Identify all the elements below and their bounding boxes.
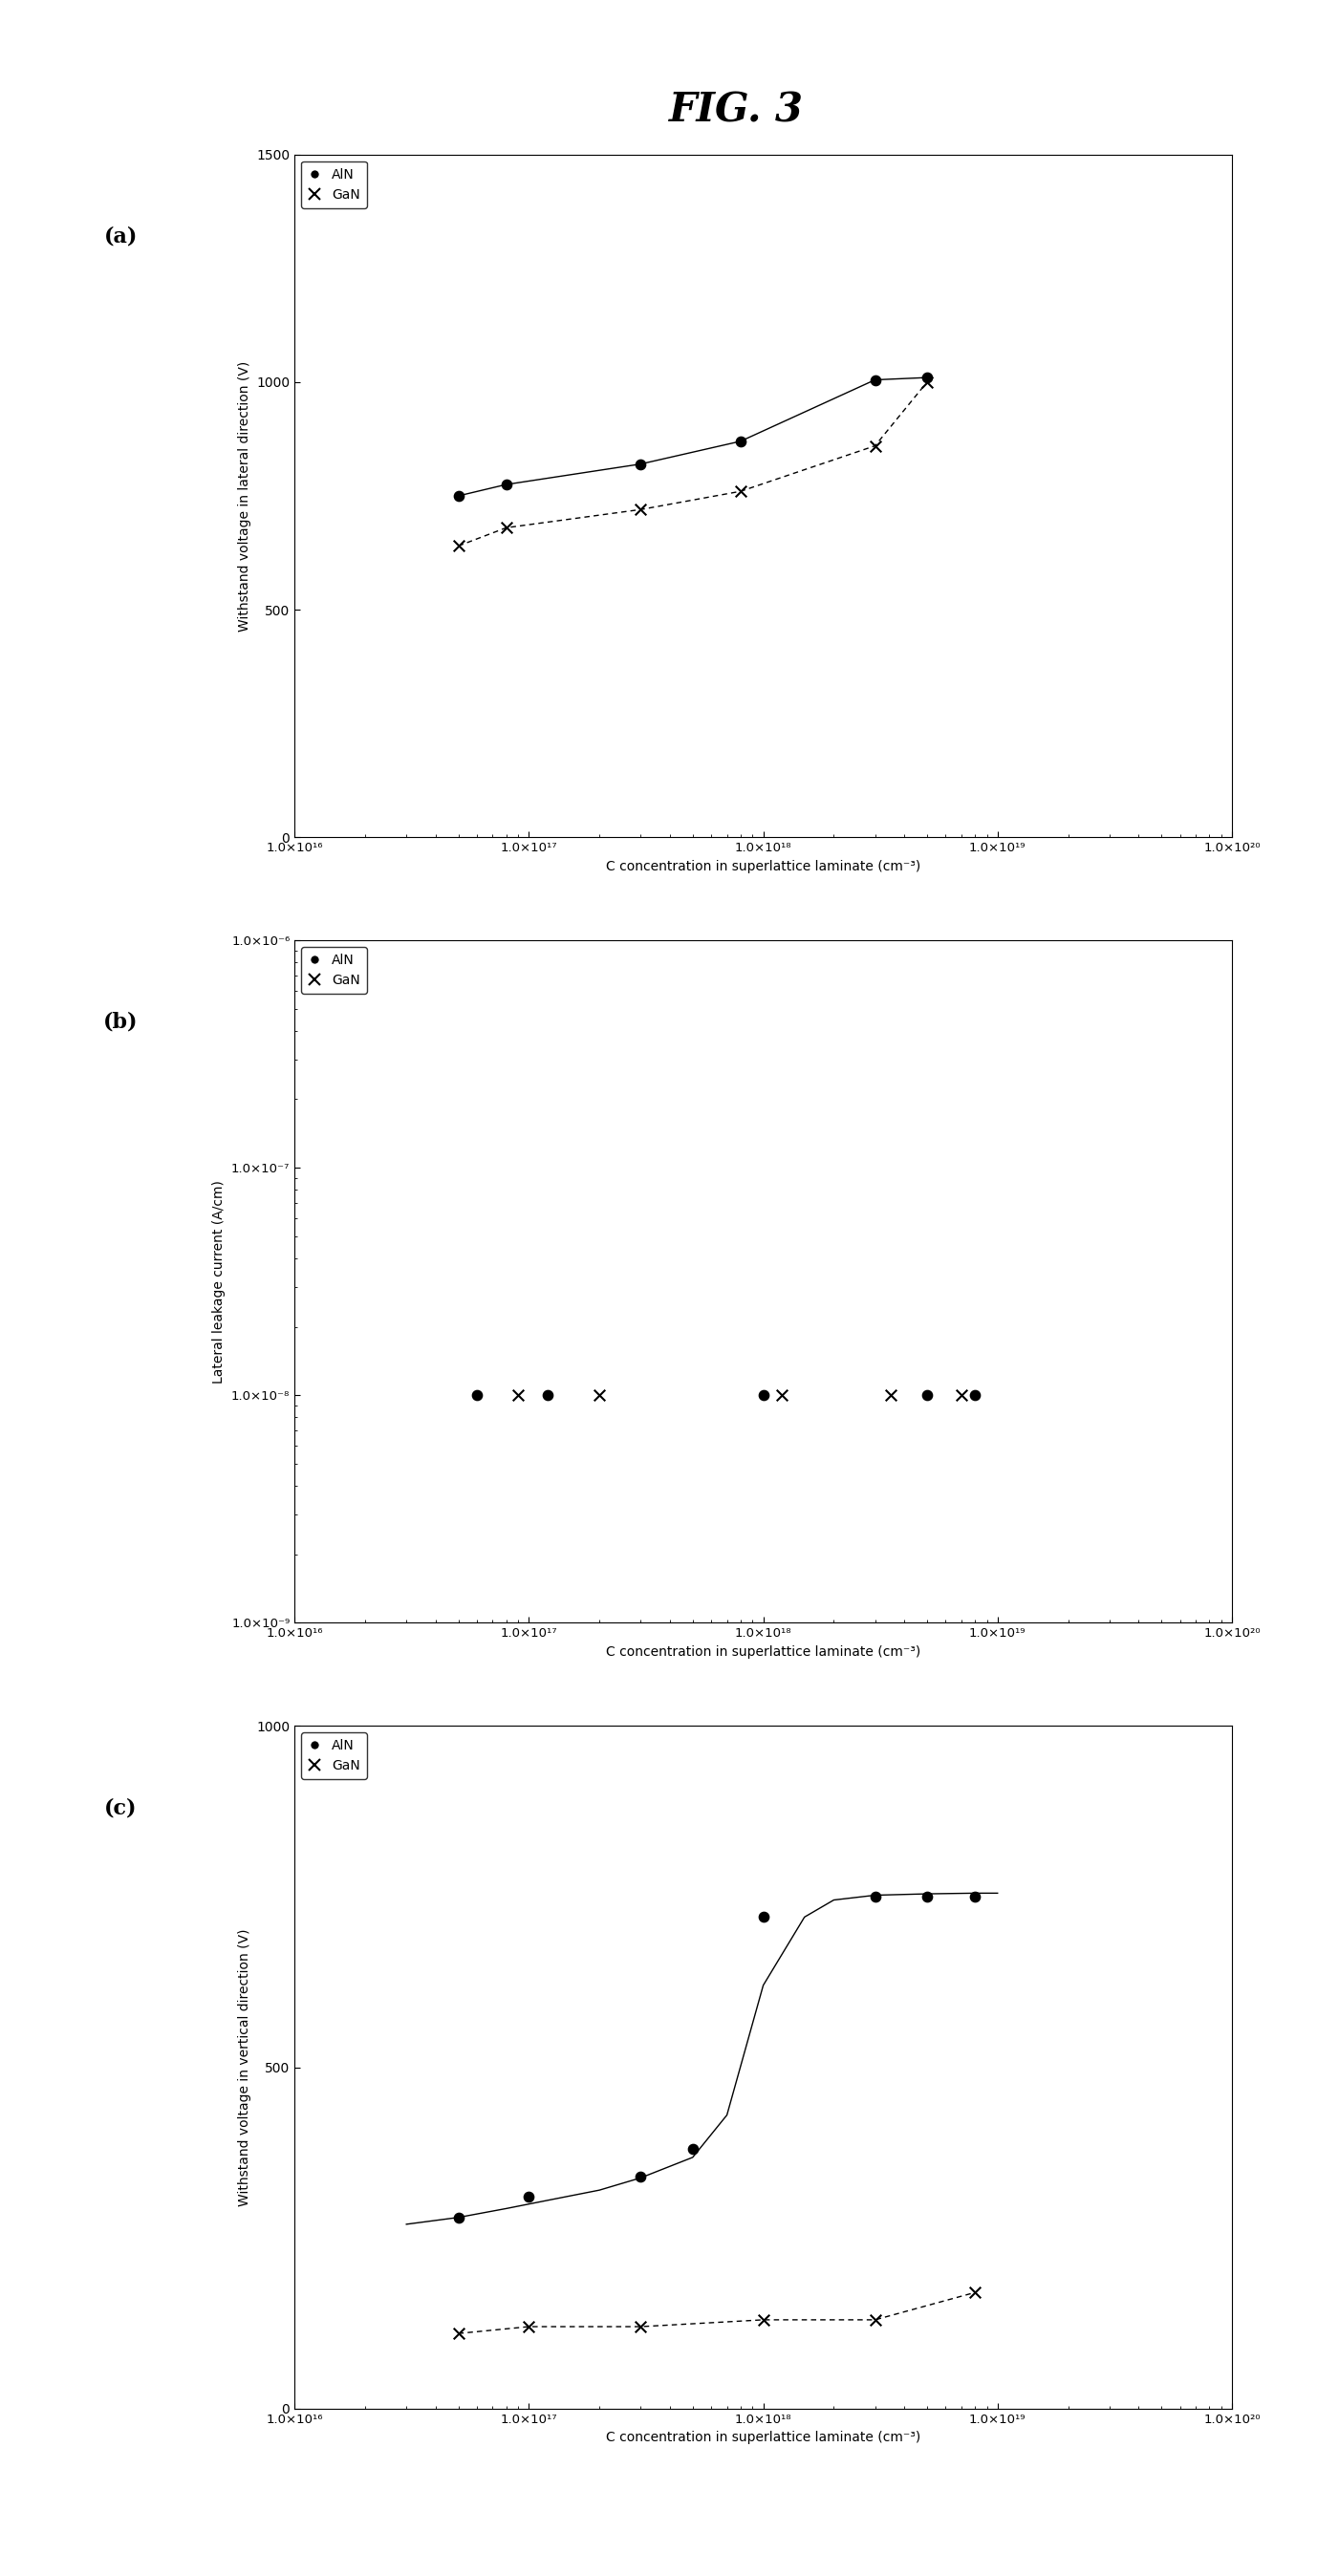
Point — [518, 2177, 540, 2218]
Point — [964, 1376, 986, 1417]
Point — [495, 507, 517, 549]
Point — [864, 1875, 885, 1917]
Point — [964, 2272, 986, 2313]
Point — [682, 2128, 703, 2169]
X-axis label: C concentration in superlattice laminate (cm⁻³): C concentration in superlattice laminate… — [605, 1646, 921, 1659]
Point — [771, 1376, 793, 1417]
Point — [730, 471, 751, 513]
Y-axis label: Lateral leakage current (A/cm): Lateral leakage current (A/cm) — [213, 1180, 226, 1383]
Legend: AlN, GaN: AlN, GaN — [301, 948, 367, 994]
Point — [447, 2313, 469, 2354]
Point — [880, 1376, 901, 1417]
Text: (c): (c) — [104, 1798, 137, 1819]
Legend: AlN, GaN: AlN, GaN — [301, 1734, 367, 1780]
Y-axis label: Withstand voltage in vertical direction (V): Withstand voltage in vertical direction … — [238, 1929, 250, 2205]
Point — [730, 420, 751, 461]
Point — [629, 2306, 651, 2347]
X-axis label: C concentration in superlattice laminate (cm⁻³): C concentration in superlattice laminate… — [605, 860, 921, 873]
Point — [495, 464, 517, 505]
X-axis label: C concentration in superlattice laminate (cm⁻³): C concentration in superlattice laminate… — [605, 2432, 921, 2445]
Point — [629, 443, 651, 484]
Point — [864, 425, 885, 466]
Point — [916, 1875, 937, 1917]
Legend: AlN, GaN: AlN, GaN — [301, 162, 367, 209]
Y-axis label: Withstand voltage in lateral direction (V): Withstand voltage in lateral direction (… — [238, 361, 250, 631]
Point — [507, 1376, 529, 1417]
Point — [447, 526, 469, 567]
Point — [864, 2300, 885, 2342]
Point — [916, 358, 937, 399]
Point — [629, 2156, 651, 2197]
Point — [466, 1376, 487, 1417]
Point — [753, 2300, 774, 2342]
Point — [447, 2197, 469, 2239]
Text: (a): (a) — [103, 227, 138, 247]
Point — [964, 1875, 986, 1917]
Point — [916, 1376, 937, 1417]
Point — [537, 1376, 558, 1417]
Point — [753, 1376, 774, 1417]
Text: (b): (b) — [103, 1012, 138, 1033]
Point — [916, 361, 937, 402]
Point — [589, 1376, 611, 1417]
Point — [518, 2306, 540, 2347]
Point — [864, 358, 885, 399]
Text: FIG. 3: FIG. 3 — [670, 90, 803, 131]
Point — [447, 474, 469, 515]
Point — [951, 1376, 972, 1417]
Point — [629, 489, 651, 531]
Point — [753, 1896, 774, 1937]
